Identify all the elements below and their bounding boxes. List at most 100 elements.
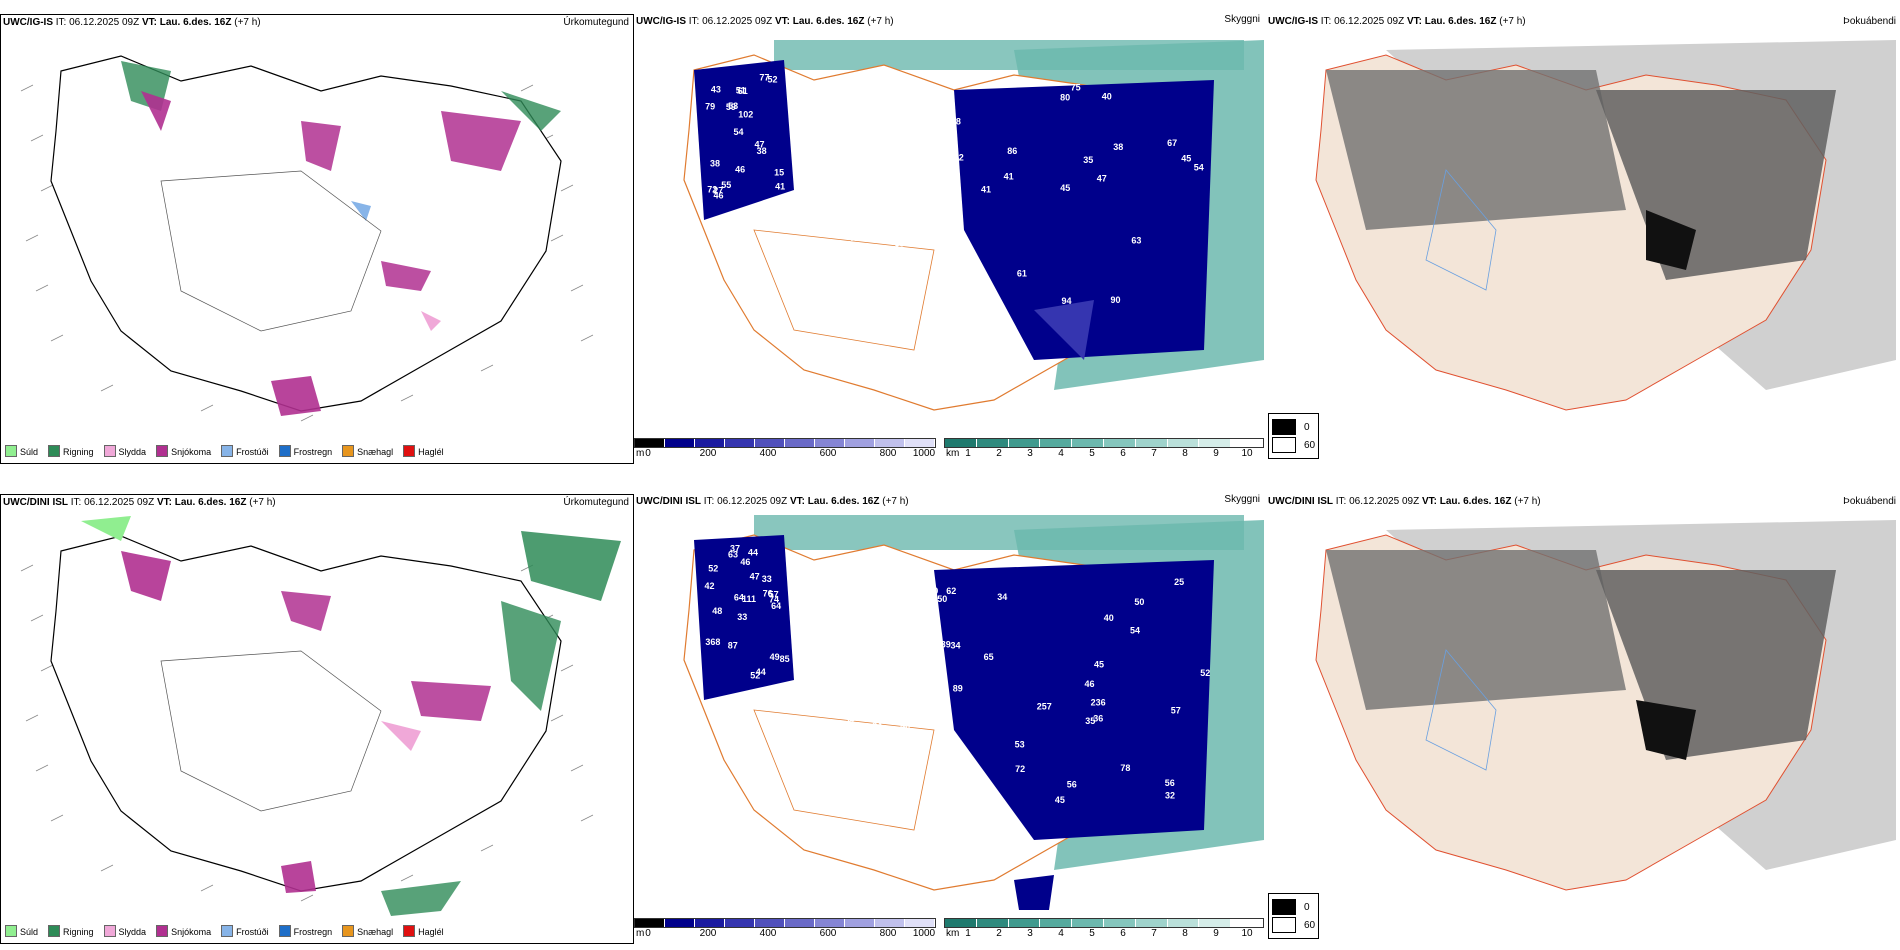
precip-areas [81, 516, 621, 916]
cloud-base-label: 89 [953, 683, 963, 693]
cloud-base-label: 53 [1015, 739, 1025, 749]
cloud-base-label: 54 [844, 714, 854, 724]
panel-name: Þokuábendi [1843, 16, 1896, 27]
cloud-base-label: 87 [862, 163, 872, 173]
panel-name: Skyggni [1224, 494, 1260, 505]
legend-item: Frostregn [278, 925, 332, 937]
precip-map [20, 55, 594, 422]
cloud-base-label: 48 [712, 606, 722, 616]
legend-item: Rigning [48, 445, 94, 457]
cloud-base-label: 50 [1134, 597, 1144, 607]
fog-legend: 0 60 [1268, 413, 1320, 459]
cloud-base-label: 40 [848, 233, 858, 243]
legend-item: Snjókoma [156, 445, 211, 457]
legend-item: Haglél [403, 925, 444, 937]
cloud-base-label: 43 [711, 85, 721, 95]
precip-map [20, 516, 621, 916]
legend-item: Snæhagl [342, 445, 393, 457]
visibility-colorbar: km 1 2 3 4 5 6 7 8 9 10 [944, 438, 1264, 460]
panel-title: UWC/DINI ISL IT: 06.12.2025 09Z VT: Lau.… [636, 496, 909, 507]
cloud-base-label: 86 [1007, 146, 1017, 156]
cloud-base-label: 33 [762, 574, 772, 584]
cloud-base-label: 59 [884, 629, 894, 639]
legend-item: Slydda [103, 925, 146, 937]
panel-name: Þokuábendi [1843, 496, 1896, 507]
cloud-base-label: 87 [728, 640, 738, 650]
cloud-base-label: 34 [951, 640, 961, 650]
cloud-base-label: 45 [1181, 154, 1191, 164]
cloud-base-label: 47 [1097, 174, 1107, 184]
cloud-base-label: 50 [937, 594, 947, 604]
cloud-base-label: 57 [838, 633, 848, 643]
cloud-base-label: 52 [750, 671, 760, 681]
cloud-base-label: 32 [1165, 790, 1175, 800]
cloud-base-label: 33 [943, 122, 953, 132]
precip-panel-row2: UWC/DINI ISL IT: 06.12.2025 09Z VT: Lau.… [0, 494, 634, 944]
cloud-base-label: 80 [841, 660, 851, 670]
cloud-base-label: 61 [738, 86, 748, 96]
cloud-base-label: 56 [1067, 780, 1077, 790]
cloud-panel-row1: UWC/IG-IS IT: 06.12.2025 09Z VT: Lau. 6.… [634, 14, 1264, 462]
cloud-base-label: 54 [1194, 163, 1204, 173]
cloud-base-label: 46 [740, 557, 750, 567]
cloud-base-label: 34 [997, 592, 1007, 602]
fog-map [1315, 520, 1896, 891]
cloud-base-label: 195 [860, 128, 875, 138]
fog-legend: 0 60 [1268, 893, 1320, 939]
cloud-base-label: 35 [1085, 716, 1095, 726]
cloud-base-label: 38 [710, 159, 720, 169]
legend-item: Frostúði [221, 445, 269, 457]
cloud-number-labels: 3750343336335254804746546325740525650765… [705, 544, 1211, 806]
cloud-base-label: 48 [881, 164, 891, 174]
cloud-base-label: 38 [757, 146, 767, 156]
cloud-base-label: 57 [769, 590, 779, 600]
cloud-base-label: 41 [981, 185, 991, 195]
cloud-base-label: 54 [1130, 625, 1140, 635]
panel-name: Úrkomutegund [563, 497, 629, 508]
cloud-base-label: 44 [756, 667, 766, 677]
panel-title: UWC/IG-IS IT: 06.12.2025 09Z VT: Lau. 6.… [636, 16, 894, 27]
legend-item: Súld [5, 925, 38, 937]
legend-item: Snæhagl [342, 925, 393, 937]
cloud-base-colorbar: m 0 200 400 600 800 1000 [634, 438, 936, 460]
cloud-base-label: 72 [1015, 764, 1025, 774]
cloud-base-label: 59 [726, 102, 736, 112]
cloud-base-label: 53 [842, 687, 852, 697]
cloud-base-colorbar: m 0 200 400 600 800 1000 [634, 918, 936, 940]
cloud-base-label: 64 [734, 592, 744, 602]
cloud-base-label: 38 [1113, 142, 1123, 152]
cloud-base-label: 52 [768, 74, 778, 84]
cloud-base-label: 41 [775, 182, 785, 192]
cloud-base-label: 46 [1085, 679, 1095, 689]
cloud-base-label: 42 [883, 616, 893, 626]
cloud-base-label: 63 [856, 211, 866, 221]
cloud-base-label: 236 [1091, 697, 1106, 707]
cloud-base-label: 68 [895, 238, 905, 248]
cloud-base-label: 10 [857, 219, 867, 229]
cloud-base-label: 50 [928, 586, 938, 596]
precip-panel-row1: UWC/IG-IS IT: 06.12.2025 09Z VT: Lau. 6.… [0, 14, 634, 464]
cloud-base-label: 60 [848, 637, 858, 647]
panel-title: UWC/IG-IS IT: 06.12.2025 09Z VT: Lau. 6.… [1268, 16, 1526, 27]
panel-name: Úrkomutegund [563, 17, 629, 28]
legend-item: Haglél [403, 445, 444, 457]
cloud-base-label: 40 [1104, 613, 1114, 623]
legend-item: Rigning [48, 925, 94, 937]
cloud-base-label: 63 [728, 549, 738, 559]
cloud-panel-row2: UWC/DINI ISL IT: 06.12.2025 09Z VT: Lau.… [634, 494, 1264, 942]
cloud-base-label: 67 [1167, 138, 1177, 148]
legend-item: Frostregn [278, 445, 332, 457]
cloud-base-label: 40 [900, 721, 910, 731]
cloud-base-label: 42 [705, 581, 715, 591]
cloud-base-label: 45 [1094, 660, 1104, 670]
colorbar-bar [944, 918, 1264, 928]
cloud-base-label: 49 [770, 652, 780, 662]
cloud-base-label: 63 [1131, 236, 1141, 246]
cloud-base-label: 37 [920, 614, 930, 624]
legend-item: Súld [5, 445, 38, 457]
cloud-base-label: 53 [728, 101, 738, 111]
precip-legend: Súld Rigning Slydda Snjókoma Frostúði Fr… [5, 445, 444, 457]
cloud-base-label: 74 [769, 594, 779, 604]
cloud-base-label: 36 [1093, 714, 1103, 724]
cloud-base-label: 44 [898, 157, 908, 167]
